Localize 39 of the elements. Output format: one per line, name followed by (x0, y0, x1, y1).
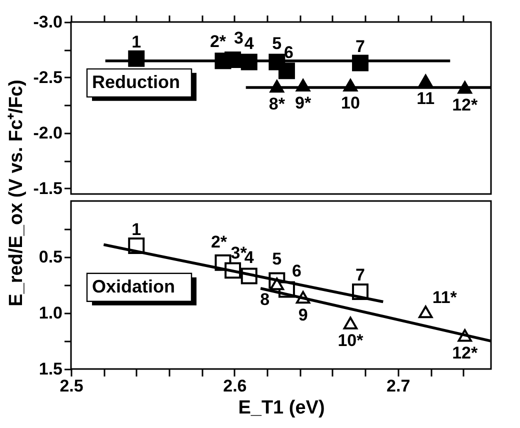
annotation: 9 (298, 305, 308, 324)
annotation: 4 (244, 34, 254, 53)
annotation: 10 (340, 93, 360, 112)
annotation: 11* (432, 288, 458, 307)
y-tick-label: -2.0 (33, 123, 62, 142)
annotation: 7 (356, 37, 365, 56)
x-tick-label: 2.6 (223, 376, 247, 396)
annotation: 8 (260, 290, 270, 309)
annotation: 11 (416, 88, 435, 108)
point (278, 62, 295, 80)
annotation: 8* (268, 94, 286, 114)
annotation: 6 (292, 261, 302, 280)
annotation: 9* (295, 93, 312, 112)
annotation: 6 (284, 42, 294, 62)
y-tick-label: 0.5 (38, 248, 62, 266)
annotation: 2* (210, 232, 228, 252)
annotation: 10* (338, 331, 364, 350)
y-tick-label: -1.5 (33, 178, 62, 198)
annotation: 5 (272, 34, 282, 53)
x-tick-label: 2.7 (386, 376, 410, 396)
annotation: 5 (272, 250, 282, 269)
y-tick-label: -2.5 (33, 68, 62, 87)
y-tick-label: -3.0 (33, 12, 62, 32)
y-tick-label: 1.0 (38, 304, 62, 322)
point (418, 306, 433, 318)
annotation: 3 (234, 28, 244, 48)
annotation: 1 (132, 32, 142, 52)
point (343, 316, 358, 330)
y-axis-title: E_red/E_ox (V vs. Fc⁺/Fc) (6, 80, 27, 306)
x-axis-title: E_T1 (eV) (238, 398, 325, 418)
annotation: 2* (210, 32, 226, 51)
x-tick-label: 2.5 (60, 376, 84, 396)
y-tick-label: 1.5 (38, 360, 62, 378)
annotation: 1 (132, 220, 142, 239)
annotation: 12* (452, 343, 478, 362)
annotation: 12* (452, 95, 478, 114)
annotation: Reduction (92, 72, 180, 92)
annotation: Oxidation (92, 276, 176, 296)
annotation: 7 (356, 266, 365, 285)
